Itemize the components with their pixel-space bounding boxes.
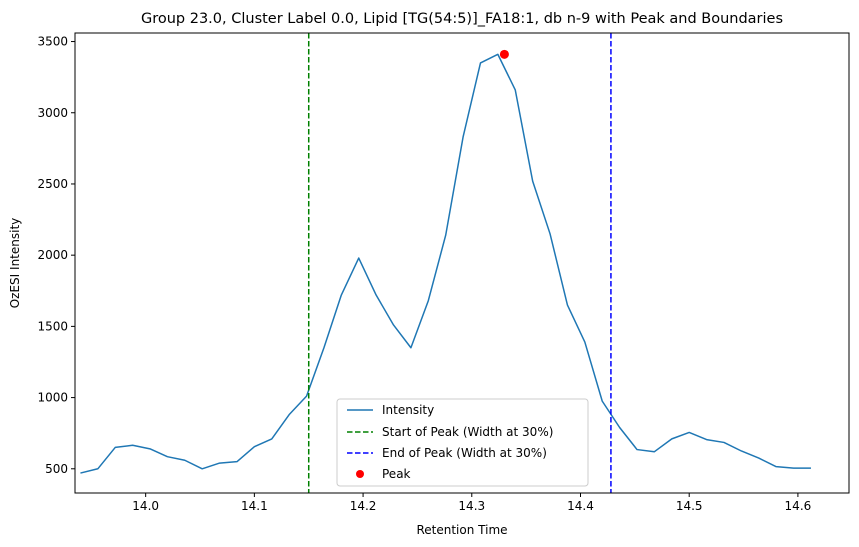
legend-label-start: Start of Peak (Width at 30%) <box>382 425 553 439</box>
legend-label-peak: Peak <box>382 467 411 481</box>
y-tick-label: 2500 <box>37 177 68 191</box>
y-tick-label: 2000 <box>37 248 68 262</box>
legend-swatch-peak <box>356 470 364 478</box>
y-tick-label: 3500 <box>37 35 68 49</box>
legend: Intensity Start of Peak (Width at 30%) E… <box>336 398 589 487</box>
x-axis-title: Retention Time <box>416 523 507 537</box>
y-tick-label: 3000 <box>37 106 68 120</box>
legend-label-end: End of Peak (Width at 30%) <box>382 446 547 460</box>
legend-box <box>336 398 589 487</box>
x-tick-label: 14.1 <box>241 499 268 513</box>
y-tick-label: 500 <box>45 462 68 476</box>
y-axis-title: OzESI Intensity <box>8 218 22 309</box>
x-tick-label: 14.5 <box>676 499 703 513</box>
legend-label-intensity: Intensity <box>382 403 434 417</box>
x-tick-label: 14.6 <box>785 499 812 513</box>
x-tick-label: 14.0 <box>132 499 159 513</box>
x-tick-label: 14.4 <box>567 499 594 513</box>
y-tick-label: 1500 <box>37 319 68 333</box>
plot-frame <box>74 32 850 494</box>
intensity-series-line <box>80 53 811 474</box>
chart-title: Group 23.0, Cluster Label 0.0, Lipid [TG… <box>141 11 783 27</box>
y-tick-label: 1000 <box>37 391 68 405</box>
peak-marker <box>499 49 509 59</box>
x-tick-label: 14.2 <box>350 499 377 513</box>
x-tick-label: 14.3 <box>458 499 485 513</box>
